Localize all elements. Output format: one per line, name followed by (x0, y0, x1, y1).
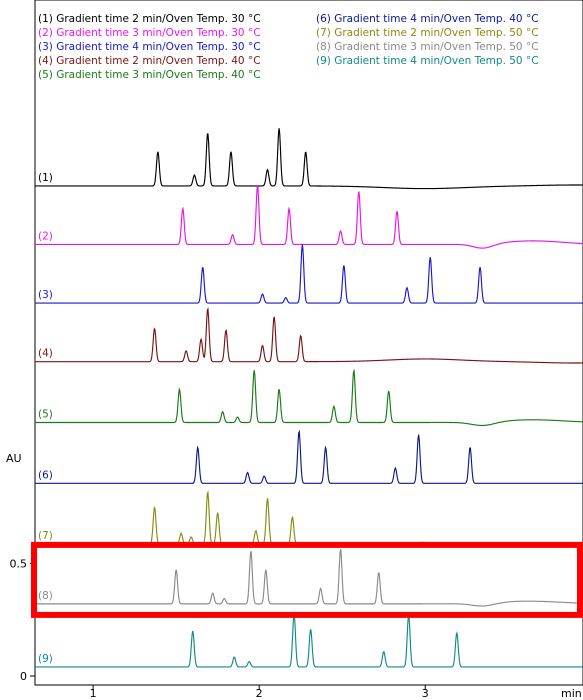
highlight-box (31, 541, 583, 618)
series-label-6: (6) (38, 469, 53, 481)
y-tick-label-1: 0 (20, 670, 27, 683)
x-tick-label-2: 2 (256, 687, 263, 700)
legend-entry-4: (4) Gradient time 2 min/Oven Temp. 40 °C (38, 55, 261, 67)
legend-entry-2: (2) Gradient time 3 min/Oven Temp. 30 °C (38, 27, 261, 39)
legend-entry-6: (6) Gradient time 4 min/Oven Temp. 40 °C (316, 13, 539, 25)
x-axis-label: min (561, 687, 582, 700)
y-tick-label-2: 0.5 (10, 557, 28, 570)
legend-entry-3: (3) Gradient time 4 min/Oven Temp. 30 °C (38, 41, 261, 53)
series-label-9: (9) (38, 653, 53, 665)
series-label-8: (8) (38, 590, 53, 602)
series-line-2 (35, 184, 583, 249)
y-axis-label: AU (6, 452, 22, 465)
legend: (1) Gradient time 2 min/Oven Temp. 30 °C… (38, 13, 539, 81)
series-line-1 (35, 128, 583, 190)
series-label-7: (7) (38, 530, 53, 542)
series-label-4: (4) (38, 348, 53, 360)
legend-entry-5: (5) Gradient time 3 min/Oven Temp. 40 °C (38, 69, 261, 81)
series-line-3 (35, 244, 583, 304)
trace-labels-layer: (1) (2) (3) (4) (5) (6) (7) (8) (9) (38, 172, 53, 665)
series-line-6 (35, 429, 583, 484)
legend-entry-7: (7) Gradient time 2 min/Oven Temp. 50 °C (316, 27, 539, 39)
x-tick-label-1: 1 (90, 687, 97, 700)
series-line-4 (35, 306, 583, 364)
legend-entry-1: (1) Gradient time 2 min/Oven Temp. 30 °C (38, 13, 261, 25)
series-label-5: (5) (38, 408, 53, 420)
x-tick-label-3: 3 (422, 687, 429, 700)
series-line-9 (35, 613, 583, 668)
plot-frame (34, 0, 583, 686)
highlight-layer (31, 541, 583, 618)
legend-entry-9: (9) Gradient time 4 min/Oven Temp. 50 °C (316, 55, 539, 67)
legend-entry-8: (8) Gradient time 3 min/Oven Temp. 50 °C (316, 41, 539, 53)
series-label-3: (3) (38, 289, 53, 301)
series-label-2: (2) (38, 230, 53, 242)
series-line-5 (35, 368, 583, 427)
series-line-8 (35, 548, 583, 607)
series-label-1: (1) (38, 172, 53, 184)
